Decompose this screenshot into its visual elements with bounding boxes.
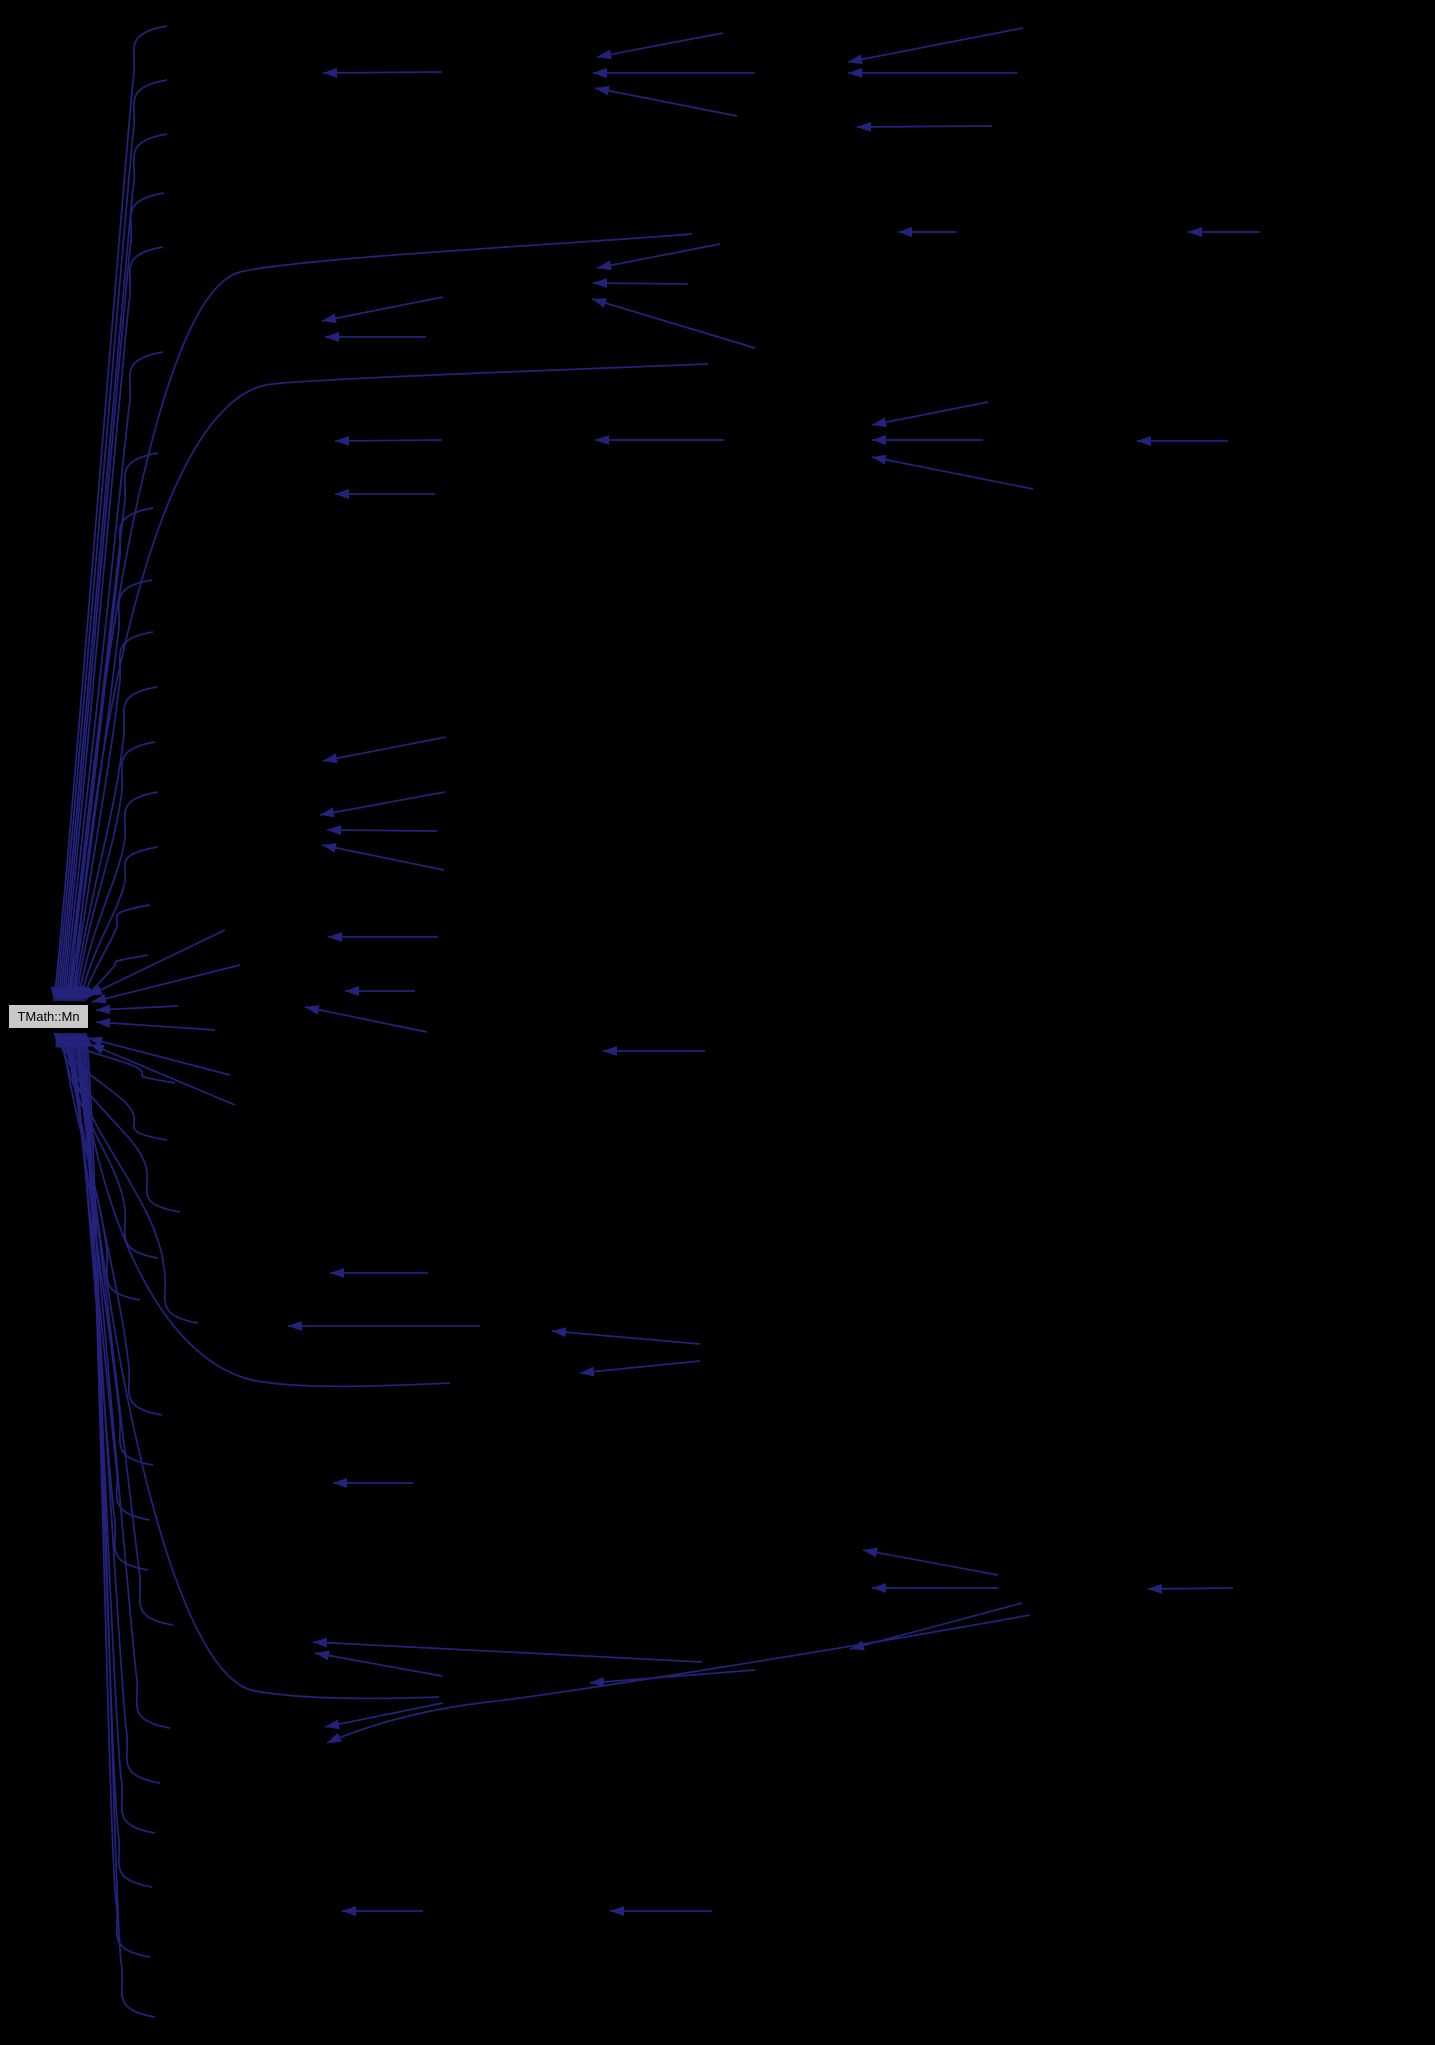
graph-edge (326, 1614, 1031, 1744)
graph-edge (871, 454, 1034, 490)
graph-node-tmath-mn[interactable]: TMath::Mn (8, 1004, 89, 1029)
graph-edge (66, 233, 693, 1002)
graph-edge (862, 1547, 999, 1576)
graph-edge (596, 243, 721, 271)
graph-edge (579, 1360, 701, 1377)
graph-edge (319, 791, 446, 818)
graph-edge (89, 1043, 236, 1106)
graph-edge (91, 964, 241, 1004)
graph-edge (62, 452, 159, 1002)
graph-edge (52, 79, 168, 1002)
graph-edge (551, 1327, 701, 1345)
graph-edge (72, 1032, 451, 1388)
graph-edge (87, 1036, 231, 1076)
graph-edge (592, 278, 689, 289)
graph-edge (1147, 1583, 1234, 1594)
graph-edge (314, 1650, 443, 1677)
graph-edge (312, 1637, 703, 1663)
graph-edge (334, 435, 443, 446)
graph-node-label: TMath::Mn (17, 1009, 80, 1024)
graph-edge (78, 846, 159, 1002)
graph-edge (591, 298, 756, 349)
graph-edge (81, 904, 151, 1002)
graph-edge (324, 1702, 444, 1730)
graph-edge (70, 363, 709, 1002)
graph-edge (58, 246, 164, 1002)
graph-edge (64, 507, 154, 1002)
graph-edge (68, 631, 154, 1002)
graph-edge (72, 741, 156, 1002)
graph-edge (95, 1017, 216, 1031)
graph-edge (87, 929, 226, 997)
graph-edge (54, 133, 168, 1002)
graph-edge (83, 954, 149, 1002)
graph-edge (50, 25, 168, 1002)
graph-edge (74, 1032, 440, 1700)
graph-edge (82, 1032, 156, 2018)
graph-edge (321, 296, 444, 324)
graph-edge (60, 351, 164, 1002)
graph-edge (326, 825, 438, 836)
graph-edge (856, 121, 993, 132)
graph-edge (322, 67, 443, 78)
graph-edge (589, 1669, 756, 1687)
graph-edge (594, 85, 738, 117)
graph-edge (95, 1004, 179, 1015)
graph-edge (75, 791, 159, 1002)
graph-edge (596, 32, 724, 60)
graph-edge (70, 686, 158, 1002)
graph-edge (871, 401, 989, 428)
graph-edge (304, 1004, 428, 1033)
graph-edge (56, 192, 165, 1002)
graph-edge (847, 27, 1024, 65)
graph-edge (322, 736, 447, 764)
graph-edge (321, 842, 445, 871)
